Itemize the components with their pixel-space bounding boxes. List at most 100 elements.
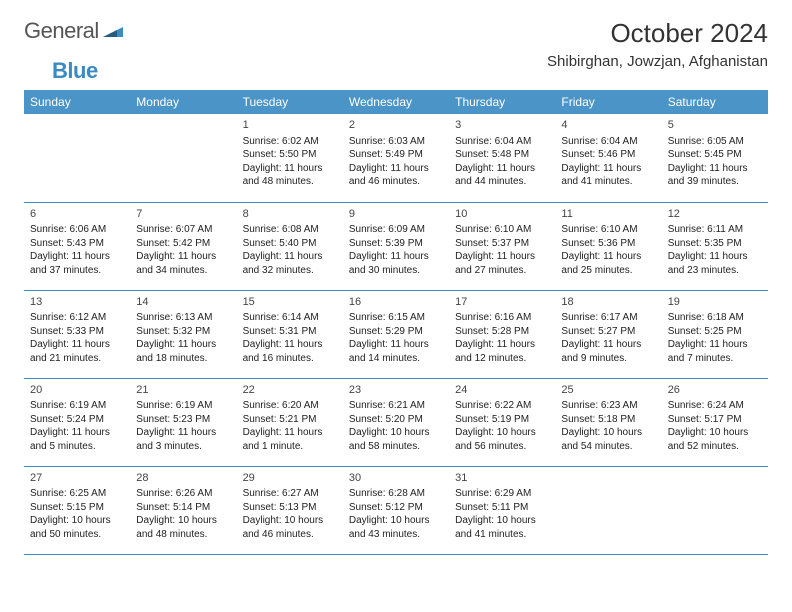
day-daylight: Daylight: 11 hours and 25 minutes. xyxy=(561,250,655,277)
calendar-table: Sunday Monday Tuesday Wednesday Thursday… xyxy=(24,90,768,555)
day-sunset: Sunset: 5:32 PM xyxy=(136,325,230,339)
day-number: 13 xyxy=(30,295,124,310)
brand-text-blue: Blue xyxy=(52,58,98,84)
dow-sunday: Sunday xyxy=(24,90,130,114)
day-number: 10 xyxy=(455,207,549,222)
calendar-day-cell: 13Sunrise: 6:12 AMSunset: 5:33 PMDayligh… xyxy=(24,290,130,378)
day-sunrise: Sunrise: 6:15 AM xyxy=(349,311,443,325)
day-number: 2 xyxy=(349,118,443,133)
day-daylight: Daylight: 10 hours and 56 minutes. xyxy=(455,426,549,453)
day-sunrise: Sunrise: 6:06 AM xyxy=(30,223,124,237)
day-daylight: Daylight: 10 hours and 43 minutes. xyxy=(349,514,443,541)
calendar-day-cell: 4Sunrise: 6:04 AMSunset: 5:46 PMDaylight… xyxy=(555,114,661,202)
day-sunrise: Sunrise: 6:03 AM xyxy=(349,135,443,149)
day-number: 25 xyxy=(561,383,655,398)
day-daylight: Daylight: 11 hours and 7 minutes. xyxy=(668,338,762,365)
day-number: 20 xyxy=(30,383,124,398)
day-daylight: Daylight: 11 hours and 1 minute. xyxy=(243,426,337,453)
day-daylight: Daylight: 11 hours and 41 minutes. xyxy=(561,162,655,189)
day-number: 18 xyxy=(561,295,655,310)
day-sunrise: Sunrise: 6:12 AM xyxy=(30,311,124,325)
day-sunset: Sunset: 5:39 PM xyxy=(349,237,443,251)
calendar-day-cell: 12Sunrise: 6:11 AMSunset: 5:35 PMDayligh… xyxy=(662,202,768,290)
day-sunset: Sunset: 5:15 PM xyxy=(30,501,124,515)
day-number: 3 xyxy=(455,118,549,133)
calendar-week-row: 20Sunrise: 6:19 AMSunset: 5:24 PMDayligh… xyxy=(24,378,768,466)
day-daylight: Daylight: 11 hours and 14 minutes. xyxy=(349,338,443,365)
day-sunset: Sunset: 5:19 PM xyxy=(455,413,549,427)
day-daylight: Daylight: 11 hours and 48 minutes. xyxy=(243,162,337,189)
calendar-day-cell: 20Sunrise: 6:19 AMSunset: 5:24 PMDayligh… xyxy=(24,378,130,466)
day-daylight: Daylight: 11 hours and 39 minutes. xyxy=(668,162,762,189)
day-number: 27 xyxy=(30,471,124,486)
day-sunset: Sunset: 5:13 PM xyxy=(243,501,337,515)
day-sunrise: Sunrise: 6:26 AM xyxy=(136,487,230,501)
day-sunset: Sunset: 5:20 PM xyxy=(349,413,443,427)
day-sunrise: Sunrise: 6:10 AM xyxy=(561,223,655,237)
day-daylight: Daylight: 11 hours and 18 minutes. xyxy=(136,338,230,365)
day-number: 16 xyxy=(349,295,443,310)
day-number: 9 xyxy=(349,207,443,222)
day-sunrise: Sunrise: 6:05 AM xyxy=(668,135,762,149)
day-number: 1 xyxy=(243,118,337,133)
day-sunrise: Sunrise: 6:20 AM xyxy=(243,399,337,413)
day-sunset: Sunset: 5:48 PM xyxy=(455,148,549,162)
brand-text-general: General xyxy=(24,18,99,44)
day-sunset: Sunset: 5:46 PM xyxy=(561,148,655,162)
calendar-day-cell: 5Sunrise: 6:05 AMSunset: 5:45 PMDaylight… xyxy=(662,114,768,202)
calendar-day-cell: 10Sunrise: 6:10 AMSunset: 5:37 PMDayligh… xyxy=(449,202,555,290)
title-block: October 2024 Shibirghan, Jowzjan, Afghan… xyxy=(547,18,768,70)
day-daylight: Daylight: 11 hours and 9 minutes. xyxy=(561,338,655,365)
day-number: 14 xyxy=(136,295,230,310)
calendar-day-cell: 17Sunrise: 6:16 AMSunset: 5:28 PMDayligh… xyxy=(449,290,555,378)
day-number: 19 xyxy=(668,295,762,310)
dow-tuesday: Tuesday xyxy=(237,90,343,114)
calendar-day-cell: 19Sunrise: 6:18 AMSunset: 5:25 PMDayligh… xyxy=(662,290,768,378)
day-daylight: Daylight: 10 hours and 48 minutes. xyxy=(136,514,230,541)
day-number: 22 xyxy=(243,383,337,398)
day-daylight: Daylight: 10 hours and 58 minutes. xyxy=(349,426,443,453)
day-daylight: Daylight: 10 hours and 50 minutes. xyxy=(30,514,124,541)
day-sunrise: Sunrise: 6:02 AM xyxy=(243,135,337,149)
day-sunset: Sunset: 5:35 PM xyxy=(668,237,762,251)
day-sunrise: Sunrise: 6:18 AM xyxy=(668,311,762,325)
brand-logo: General xyxy=(24,18,125,44)
day-sunset: Sunset: 5:37 PM xyxy=(455,237,549,251)
day-sunset: Sunset: 5:29 PM xyxy=(349,325,443,339)
day-sunrise: Sunrise: 6:07 AM xyxy=(136,223,230,237)
calendar-day-cell xyxy=(24,114,130,202)
brand-arrow-icon xyxy=(103,21,123,42)
day-daylight: Daylight: 11 hours and 32 minutes. xyxy=(243,250,337,277)
calendar-week-row: 13Sunrise: 6:12 AMSunset: 5:33 PMDayligh… xyxy=(24,290,768,378)
day-sunset: Sunset: 5:49 PM xyxy=(349,148,443,162)
day-sunset: Sunset: 5:25 PM xyxy=(668,325,762,339)
day-number: 21 xyxy=(136,383,230,398)
calendar-day-cell: 24Sunrise: 6:22 AMSunset: 5:19 PMDayligh… xyxy=(449,378,555,466)
calendar-day-cell xyxy=(662,466,768,554)
calendar-day-cell: 15Sunrise: 6:14 AMSunset: 5:31 PMDayligh… xyxy=(237,290,343,378)
location-subtitle: Shibirghan, Jowzjan, Afghanistan xyxy=(547,53,768,70)
calendar-day-cell: 14Sunrise: 6:13 AMSunset: 5:32 PMDayligh… xyxy=(130,290,236,378)
day-daylight: Daylight: 11 hours and 46 minutes. xyxy=(349,162,443,189)
day-sunrise: Sunrise: 6:04 AM xyxy=(561,135,655,149)
day-daylight: Daylight: 11 hours and 23 minutes. xyxy=(668,250,762,277)
calendar-day-cell xyxy=(130,114,236,202)
day-of-week-header-row: Sunday Monday Tuesday Wednesday Thursday… xyxy=(24,90,768,114)
day-sunset: Sunset: 5:24 PM xyxy=(30,413,124,427)
day-number: 17 xyxy=(455,295,549,310)
day-sunset: Sunset: 5:33 PM xyxy=(30,325,124,339)
calendar-day-cell: 16Sunrise: 6:15 AMSunset: 5:29 PMDayligh… xyxy=(343,290,449,378)
dow-friday: Friday xyxy=(555,90,661,114)
day-daylight: Daylight: 11 hours and 21 minutes. xyxy=(30,338,124,365)
day-daylight: Daylight: 11 hours and 34 minutes. xyxy=(136,250,230,277)
calendar-day-cell: 28Sunrise: 6:26 AMSunset: 5:14 PMDayligh… xyxy=(130,466,236,554)
day-number: 28 xyxy=(136,471,230,486)
day-sunset: Sunset: 5:40 PM xyxy=(243,237,337,251)
day-sunset: Sunset: 5:18 PM xyxy=(561,413,655,427)
day-sunset: Sunset: 5:28 PM xyxy=(455,325,549,339)
day-number: 24 xyxy=(455,383,549,398)
day-sunrise: Sunrise: 6:21 AM xyxy=(349,399,443,413)
day-number: 30 xyxy=(349,471,443,486)
calendar-body: 1Sunrise: 6:02 AMSunset: 5:50 PMDaylight… xyxy=(24,114,768,554)
day-sunset: Sunset: 5:23 PM xyxy=(136,413,230,427)
